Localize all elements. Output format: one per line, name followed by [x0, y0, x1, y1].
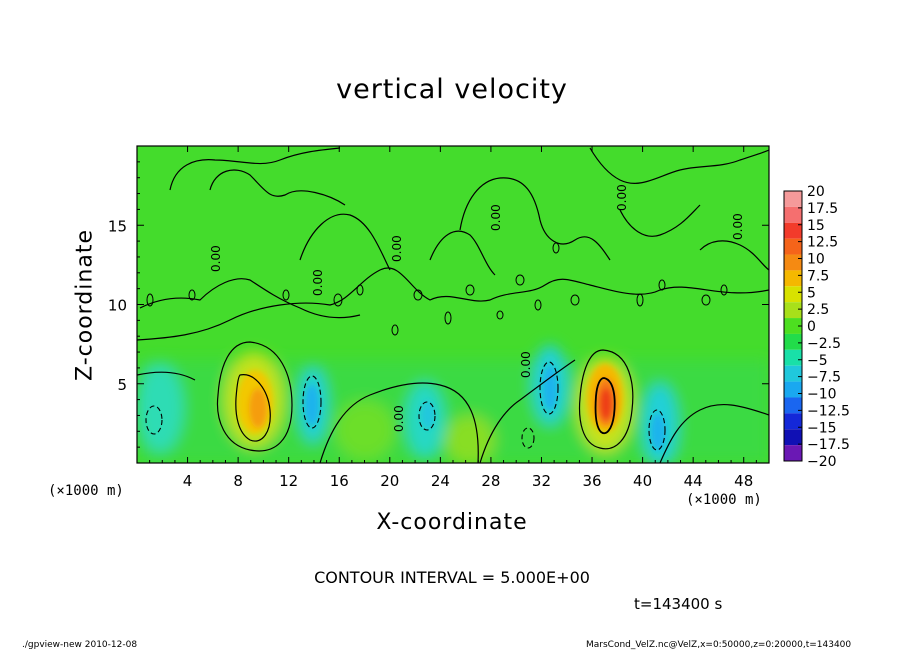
x-axis-label: X-coordinate [376, 510, 528, 535]
contour-label: 0.00 [392, 405, 406, 432]
x-tick-label: 36 [582, 472, 601, 490]
footer-program: ./gpview-new 2010-12-08 [22, 640, 138, 650]
colorbar-swatch [784, 206, 802, 223]
colorbar-swatch [784, 413, 802, 430]
colorbar-label: 0 [807, 319, 816, 335]
colorbar-label: 20 [807, 184, 825, 200]
colorbar-label: 7.5 [807, 268, 829, 284]
time-label: t=143400 s [634, 595, 723, 613]
colorbar-swatch [784, 365, 802, 382]
contour-label: 0.00 [311, 269, 325, 296]
contour-lines [137, 147, 769, 463]
colorbar-swatch [784, 397, 802, 414]
colorbar-label: 10 [807, 252, 825, 268]
colorbar: 2017.51512.5107.552.50−2.5−5−7.5−10−12.5… [783, 184, 850, 470]
colorbar-label: −7.5 [807, 370, 841, 386]
y-tick-label: 15 [108, 217, 127, 235]
negative-contours [145, 361, 666, 451]
colorbar-swatch [784, 270, 802, 287]
colorbar-swatch [784, 254, 802, 271]
contour-label: 0.00 [390, 235, 404, 262]
x-tick-label: 48 [734, 472, 753, 490]
y-axis-label: Z-coordinate [72, 229, 98, 381]
colorbar-label: 2.5 [807, 302, 829, 318]
colorbar-swatch [784, 302, 802, 319]
contour-interval-text: CONTOUR INTERVAL = 5.000E+00 [314, 568, 590, 587]
x-tick-label: 40 [633, 472, 652, 490]
x-tick-label: 28 [481, 472, 500, 490]
contour-label: 0.00 [519, 351, 533, 378]
colorbar-label: −15 [807, 420, 837, 436]
small-cells [146, 242, 728, 336]
colorbar-label: 12.5 [807, 235, 838, 251]
colorbar-label: 5 [807, 285, 816, 301]
colorbar-swatch [784, 318, 802, 334]
footer-source: MarsCond_VelZ.nc@VelZ,x=0:50000,z=0:2000… [586, 640, 852, 650]
x-tick-label: 16 [330, 472, 349, 490]
contour-label: 0.00 [209, 245, 223, 272]
x-unit-left: (×1000 m) [48, 483, 124, 499]
colorbar-swatch [784, 381, 802, 398]
colorbar-swatch [784, 429, 802, 446]
colorbar-label: −17.5 [807, 437, 850, 453]
x-unit-right: (×1000 m) [686, 492, 762, 508]
y-tick-label: 10 [108, 297, 127, 315]
x-axis: 4 8 12 16 20 24 28 32 36 40 44 48 [149, 146, 757, 490]
y-axis: 5 10 15 [108, 161, 769, 448]
colorbar-swatch [784, 349, 802, 366]
x-tick-label: 24 [431, 472, 450, 490]
colorbar-label: −12.5 [807, 403, 850, 419]
colorbar-label: 15 [807, 218, 825, 234]
chart-title: vertical velocity [336, 74, 568, 105]
plot-field [137, 146, 769, 463]
x-tick-label: 8 [233, 472, 243, 490]
contour-label: 0.00 [615, 184, 629, 211]
colorbar-label: −2.5 [807, 336, 841, 352]
colorbar-swatch [784, 191, 802, 207]
x-tick-label: 12 [279, 472, 298, 490]
colorbar-label: −10 [807, 387, 837, 403]
colorbar-swatch [784, 445, 802, 461]
x-tick-label: 44 [684, 472, 703, 490]
colorbar-label: 17.5 [807, 201, 838, 217]
contour-label: 0.00 [489, 204, 503, 231]
colorbar-swatch [784, 286, 802, 303]
colorbar-label: −5 [807, 353, 828, 369]
contour-labels: 0.00 0.00 0.00 0.00 0.00 0.00 0.00 0.00 [209, 184, 745, 432]
colorbar-label: −20 [807, 454, 837, 470]
x-tick-label: 32 [532, 472, 551, 490]
colorbar-swatch [784, 333, 802, 350]
colorbar-swatch [784, 222, 802, 239]
contour-label: 0.00 [731, 213, 745, 240]
y-tick-label: 5 [117, 376, 127, 394]
x-tick-label: 20 [380, 472, 399, 490]
x-tick-label: 4 [183, 472, 193, 490]
colorbar-swatch [784, 238, 802, 255]
